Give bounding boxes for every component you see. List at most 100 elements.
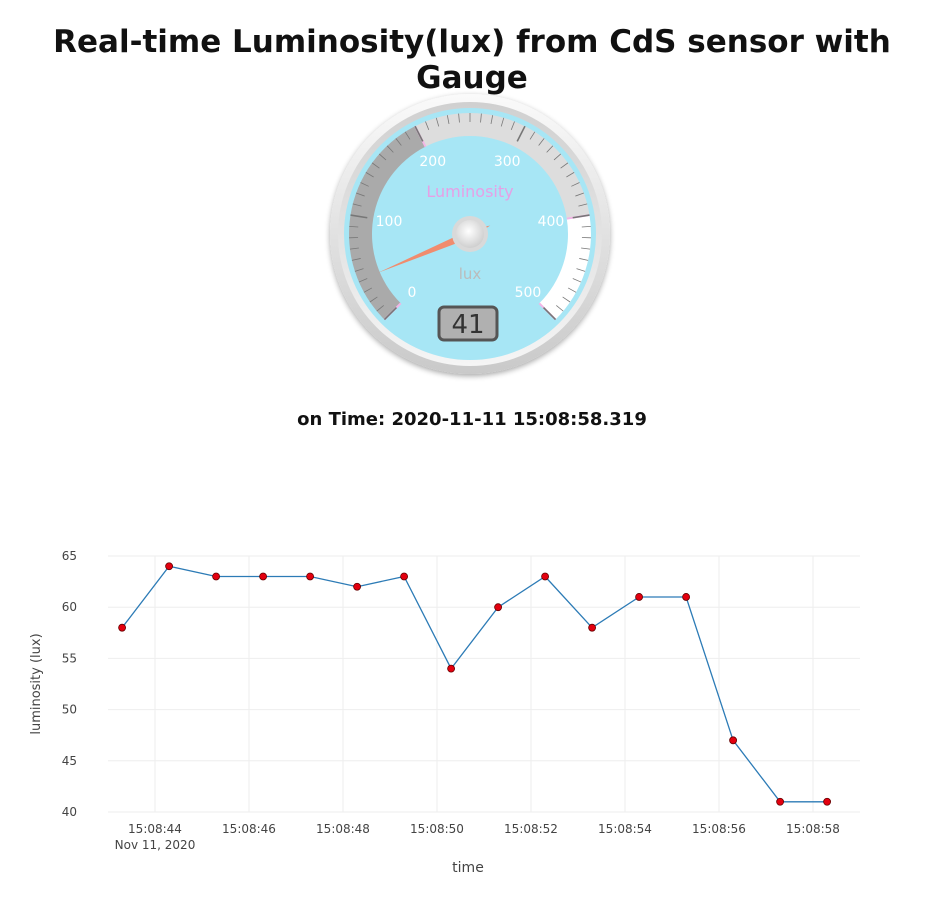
page-title: Real-time Luminosity(lux) from CdS senso… bbox=[53, 24, 891, 96]
gauge-minor-tick bbox=[581, 247, 591, 250]
x-tick-label: 15:08:52 bbox=[504, 822, 558, 836]
gauge-minor-tick bbox=[386, 145, 394, 153]
luminosity-chart: 40 45 50 55 60 65 15:08:44 Nov 11, 2020 15:08:4… bbox=[0, 540, 944, 890]
x-tick-label: 15:08:56 bbox=[692, 822, 746, 836]
data-point[interactable] bbox=[259, 572, 268, 581]
chart-points[interactable] bbox=[118, 562, 831, 806]
gauge-minor-tick bbox=[360, 182, 369, 187]
data-point[interactable] bbox=[588, 623, 596, 632]
gauge-units: lux bbox=[459, 265, 482, 283]
luminosity-gauge: 0 100 200 300 400 500 Luminosity lux 41 bbox=[322, 88, 618, 384]
y-tick-label: 55 bbox=[62, 651, 77, 665]
gauge-minor-tick bbox=[490, 115, 494, 125]
gauge-minor-tick bbox=[369, 296, 378, 303]
data-point[interactable] bbox=[306, 572, 315, 581]
gauge-highlight-band bbox=[539, 215, 591, 320]
x-tick-label: 15:08:46 bbox=[222, 822, 276, 836]
y-tick-label: 45 bbox=[62, 754, 77, 768]
gauge-highlight-band bbox=[349, 126, 426, 320]
x-tick-label: 15:08:44 bbox=[128, 822, 182, 836]
gauge-number: 200 bbox=[419, 154, 446, 170]
gauge-minor-tick bbox=[500, 117, 505, 127]
y-tick-label: 40 bbox=[62, 805, 77, 819]
data-point[interactable] bbox=[823, 797, 831, 806]
data-point[interactable] bbox=[165, 562, 174, 571]
gauge-ticks bbox=[349, 113, 591, 321]
gauge-minor-tick bbox=[510, 121, 515, 131]
data-point[interactable] bbox=[682, 593, 690, 601]
gauge-minor-tick bbox=[352, 203, 362, 207]
gauge-minor-tick bbox=[560, 162, 569, 169]
gauge-minor-tick bbox=[562, 296, 571, 303]
gauge-minor-tick bbox=[354, 268, 364, 272]
gauge-minor-tick bbox=[446, 115, 450, 125]
y-tick-label: 50 bbox=[62, 703, 77, 717]
y-tick-label: 60 bbox=[62, 600, 77, 614]
data-point[interactable] bbox=[635, 593, 643, 601]
x-tick-label: 15:08:54 bbox=[598, 822, 652, 836]
gauge-minor-tick bbox=[358, 278, 368, 283]
data-point[interactable] bbox=[776, 797, 784, 806]
gauge-minor-tick bbox=[480, 113, 482, 123]
y-axis-label: luminosity (lux) bbox=[29, 633, 44, 734]
gauge-value: 41 bbox=[451, 310, 484, 340]
gauge-major-tick bbox=[572, 214, 590, 219]
gauge-minor-tick bbox=[395, 138, 402, 146]
gauge-minor-tick bbox=[365, 172, 374, 178]
gauge-minor-tick bbox=[376, 305, 384, 312]
gauge-major-tick bbox=[542, 306, 557, 321]
x-tick-label: 15:08:48 bbox=[316, 822, 370, 836]
data-point[interactable] bbox=[400, 572, 409, 581]
gauge-highlights bbox=[349, 113, 591, 321]
chart-xticks: 15:08:44 Nov 11, 2020 15:08:46 15:08:48 15:0… bbox=[115, 822, 840, 852]
gauge-minor-tick bbox=[349, 247, 359, 250]
data-point[interactable] bbox=[494, 603, 503, 612]
gauge-minor-tick bbox=[378, 153, 387, 161]
gauge-minor-tick bbox=[363, 287, 373, 293]
gauge-highlight-band bbox=[415, 113, 590, 219]
gauge-major-tick bbox=[383, 306, 398, 321]
gauge-major-tick bbox=[414, 125, 424, 142]
data-point[interactable] bbox=[212, 572, 221, 581]
gauge-minor-tick bbox=[566, 172, 575, 178]
gauge-minor-tick bbox=[538, 138, 545, 146]
data-point[interactable] bbox=[541, 572, 549, 581]
time-prefix: on Time: bbox=[297, 409, 392, 430]
data-point[interactable] bbox=[118, 623, 126, 632]
gauge-minor-tick bbox=[575, 192, 584, 197]
gauge-minor-tick bbox=[458, 113, 460, 123]
data-point[interactable] bbox=[729, 736, 737, 745]
gauge-title: Luminosity bbox=[426, 182, 513, 201]
gauge-minor-tick bbox=[553, 153, 562, 161]
gauge-number: 0 bbox=[408, 285, 417, 301]
gauge-minor-tick bbox=[576, 268, 586, 272]
gauge-minor-tick bbox=[571, 182, 580, 187]
gauge-svg: 0 100 200 300 400 500 Luminosity lux 41 bbox=[330, 94, 610, 374]
gauge-minor-tick bbox=[404, 131, 411, 140]
gauge-major-tick bbox=[350, 214, 368, 219]
gauge-minor-tick bbox=[546, 145, 554, 153]
x-tick-label: 15:08:50 bbox=[410, 822, 464, 836]
data-point[interactable] bbox=[447, 664, 456, 673]
gauge-minor-tick bbox=[579, 258, 589, 261]
gauge-minor-tick bbox=[435, 117, 440, 127]
gauge-minor-tick bbox=[425, 121, 430, 131]
gauge-number: 400 bbox=[538, 214, 565, 230]
data-point[interactable] bbox=[353, 582, 362, 591]
time-value: 2020-11-11 15:08:58.319 bbox=[391, 409, 647, 430]
gauge-minor-tick bbox=[371, 162, 380, 169]
x-tick-label: 15:08:58 bbox=[786, 822, 840, 836]
x-axis-label: time bbox=[452, 860, 484, 876]
gauge-minor-tick bbox=[349, 226, 359, 228]
chart-grid bbox=[108, 555, 860, 813]
gauge-value-box bbox=[437, 305, 499, 342]
x-tick-sublabel: Nov 11, 2020 bbox=[115, 838, 196, 852]
gauge-number: 500 bbox=[515, 285, 542, 301]
gauge-numbers: 0 100 200 300 400 500 bbox=[376, 154, 565, 301]
gauge-minor-tick bbox=[529, 131, 536, 140]
gauge-minor-tick bbox=[581, 226, 591, 228]
chart-yticks: 40 45 50 55 60 65 bbox=[62, 549, 77, 819]
gauge-hub bbox=[456, 220, 484, 248]
gauge-minor-tick bbox=[351, 258, 361, 261]
